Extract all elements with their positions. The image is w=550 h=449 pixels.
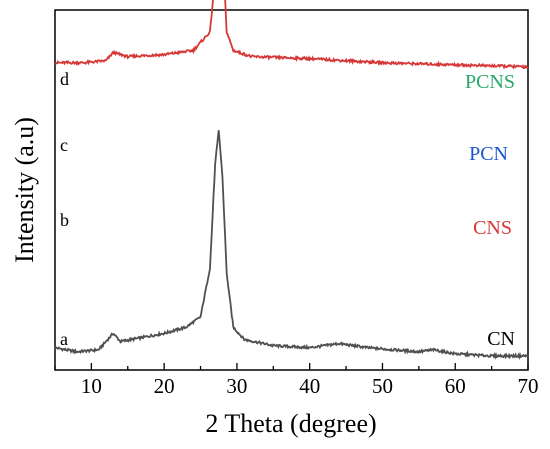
x-tick-label: 20 bbox=[154, 374, 175, 398]
curve-cn bbox=[54, 130, 529, 360]
x-tick-label: 10 bbox=[81, 374, 102, 398]
plot-frame bbox=[54, 9, 529, 371]
x-tick-label: 40 bbox=[299, 374, 320, 398]
series-names: CN CNS PCN PCNS bbox=[465, 71, 515, 350]
x-axis-ticks: 10 20 30 40 50 60 70 bbox=[54, 363, 539, 398]
x-axis-title: 2 Theta (degree) bbox=[205, 409, 376, 438]
series-name-cns: CNS bbox=[473, 217, 512, 239]
series-name-pcn: PCN bbox=[469, 143, 508, 165]
curve-letter-c: c bbox=[60, 135, 68, 155]
series-name-pcns: PCNS bbox=[465, 71, 515, 93]
x-tick-label: 60 bbox=[445, 374, 466, 398]
y-axis-title: Intensity (a.u) bbox=[10, 117, 39, 263]
series-name-cn: CN bbox=[487, 328, 515, 350]
series-curves bbox=[54, 0, 529, 360]
curve-letter-a: a bbox=[60, 329, 68, 349]
x-tick-label: 50 bbox=[372, 374, 393, 398]
curve-letter-d: d bbox=[60, 69, 69, 89]
x-tick-label: 70 bbox=[518, 374, 539, 398]
x-tick-label: 30 bbox=[226, 374, 247, 398]
curve-letters: a b c d bbox=[60, 69, 69, 349]
curve-letter-b: b bbox=[60, 210, 69, 230]
curve-cns bbox=[54, 0, 529, 70]
